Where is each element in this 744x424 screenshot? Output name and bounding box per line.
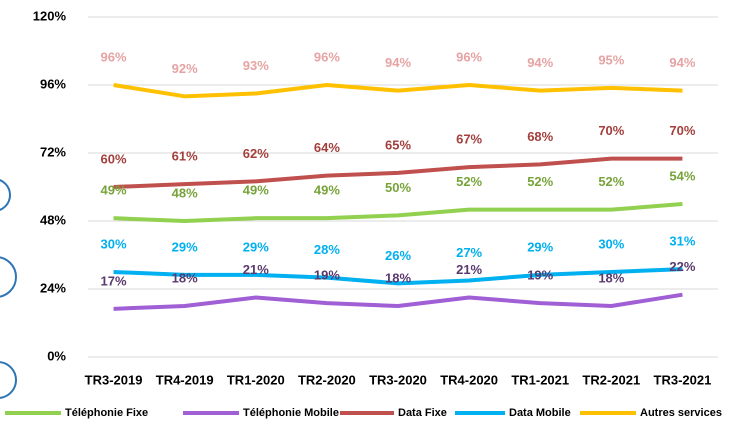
legend-label: Autres services bbox=[640, 407, 722, 419]
y-tick-label: 24% bbox=[40, 280, 66, 295]
x-tick-label: TR4-2020 bbox=[440, 372, 498, 387]
data-label: 64% bbox=[314, 140, 340, 155]
x-tick-label: TR3-2019 bbox=[85, 372, 143, 387]
data-label: 21% bbox=[456, 262, 482, 277]
data-label: 93% bbox=[243, 58, 269, 73]
data-label: 49% bbox=[101, 183, 127, 198]
data-label: 60% bbox=[101, 151, 127, 166]
decor-circle bbox=[0, 256, 17, 298]
data-label: 96% bbox=[101, 49, 127, 64]
data-label: 49% bbox=[314, 183, 340, 198]
data-label: 30% bbox=[101, 236, 127, 251]
x-tick-label: TR3-2020 bbox=[369, 372, 427, 387]
data-label: 92% bbox=[172, 61, 198, 76]
x-tick-label: TR1-2020 bbox=[227, 372, 285, 387]
data-label: 18% bbox=[598, 270, 624, 285]
y-tick-label: 72% bbox=[40, 144, 66, 159]
data-label: 27% bbox=[456, 245, 482, 260]
data-label: 94% bbox=[669, 55, 695, 70]
series-line bbox=[113, 83, 683, 99]
data-label: 95% bbox=[598, 52, 624, 67]
data-label: 21% bbox=[243, 262, 269, 277]
data-label: 30% bbox=[598, 236, 624, 251]
series-line bbox=[113, 156, 683, 189]
x-tick-label: TR4-2019 bbox=[156, 372, 214, 387]
x-tick-label: TR1-2021 bbox=[511, 372, 569, 387]
data-label: 29% bbox=[172, 239, 198, 254]
y-tick-label: 120% bbox=[33, 8, 67, 23]
x-tick-label: TR2-2020 bbox=[298, 372, 356, 387]
data-label: 48% bbox=[172, 185, 198, 200]
data-label: 52% bbox=[456, 174, 482, 189]
data-label: 22% bbox=[669, 259, 695, 274]
data-label: 18% bbox=[172, 270, 198, 285]
data-label: 19% bbox=[527, 268, 553, 283]
data-label: 96% bbox=[456, 49, 482, 64]
data-label: 52% bbox=[598, 174, 624, 189]
legend-label: Téléphonie Mobile bbox=[243, 407, 339, 419]
legend-label: Téléphonie Fixe bbox=[65, 407, 148, 419]
y-tick-label: 96% bbox=[40, 76, 66, 91]
data-label: 49% bbox=[243, 183, 269, 198]
data-label: 70% bbox=[598, 123, 624, 138]
series-line bbox=[113, 292, 683, 311]
data-label: 28% bbox=[314, 242, 340, 257]
y-tick-label: 0% bbox=[47, 348, 66, 363]
decor-circle bbox=[0, 361, 17, 399]
data-label: 65% bbox=[385, 137, 411, 152]
data-label: 18% bbox=[385, 270, 411, 285]
data-label: 26% bbox=[385, 248, 411, 263]
data-label: 94% bbox=[527, 55, 553, 70]
data-label: 31% bbox=[669, 234, 695, 249]
legend-label: Data Fixe bbox=[398, 407, 447, 419]
series-line bbox=[113, 267, 683, 286]
data-label: 62% bbox=[243, 146, 269, 161]
x-tick-label: TR2-2021 bbox=[582, 372, 640, 387]
data-label: 54% bbox=[669, 168, 695, 183]
series-line bbox=[113, 202, 683, 223]
data-label: 29% bbox=[527, 239, 553, 254]
data-label: 50% bbox=[385, 180, 411, 195]
data-label: 19% bbox=[314, 268, 340, 283]
legend-label: Data Mobile bbox=[509, 407, 571, 419]
data-label: 70% bbox=[669, 123, 695, 138]
y-tick-label: 48% bbox=[40, 212, 66, 227]
data-label: 68% bbox=[527, 129, 553, 144]
decor-circle bbox=[0, 179, 11, 211]
data-label: 52% bbox=[527, 174, 553, 189]
data-label: 61% bbox=[172, 149, 198, 164]
data-label: 67% bbox=[456, 132, 482, 147]
x-tick-label: TR3-2021 bbox=[654, 372, 712, 387]
data-label: 96% bbox=[314, 49, 340, 64]
data-label: 29% bbox=[243, 239, 269, 254]
data-label: 94% bbox=[385, 55, 411, 70]
data-label: 17% bbox=[101, 273, 127, 288]
